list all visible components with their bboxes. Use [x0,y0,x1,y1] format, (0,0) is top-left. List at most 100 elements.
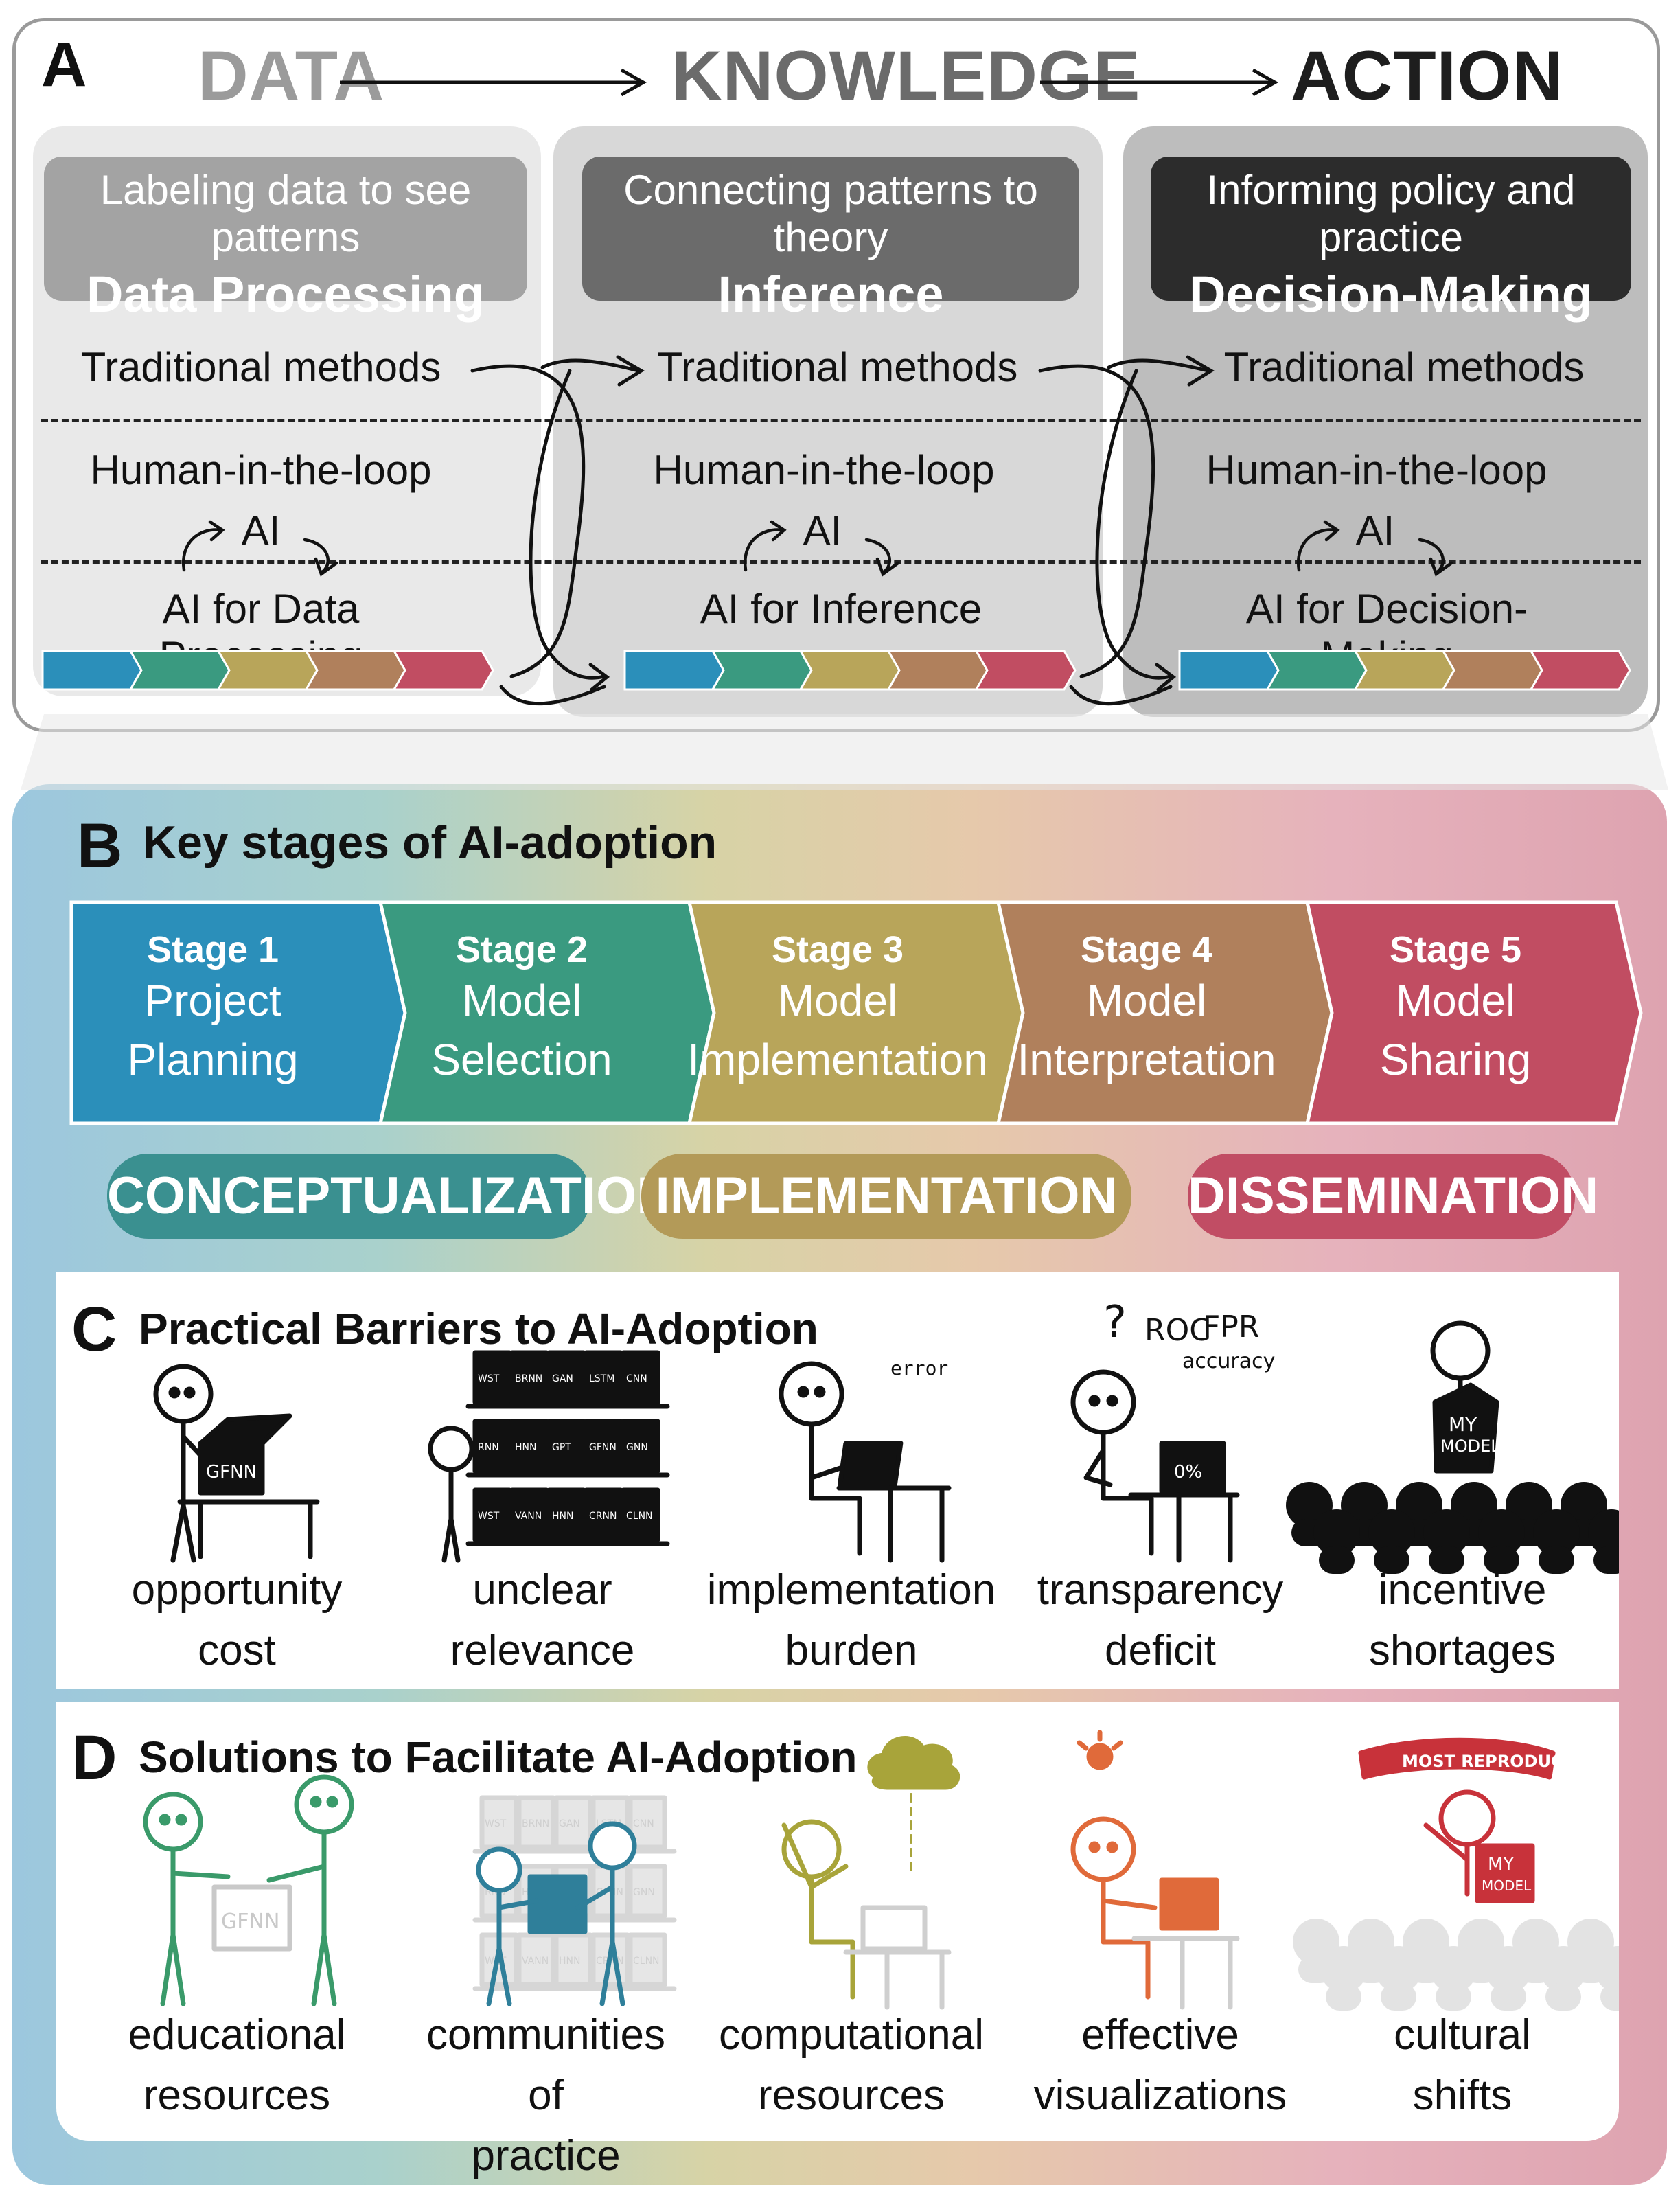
crowd-body [1539,1546,1574,1574]
crowd-body [1545,1983,1581,2011]
model-box [584,1350,623,1405]
cultural-shifts-sketch: MOST REPRODUCIBLE MY MODEL [1293,1737,1619,2011]
model-box-label: CRNN [589,1511,617,1522]
cloud-icon [867,1736,960,1790]
roc-text: ROC [1144,1313,1210,1348]
lightbulb-icon [1086,1743,1114,1770]
crowd-head [1320,1946,1367,1993]
mini-stage-chevron [216,650,319,691]
model-box [628,1795,667,1850]
header-inference: Connecting patterns to theory Inference [582,157,1079,323]
reproducible-banner [1358,1737,1556,1780]
crowd-head [1540,1946,1587,1993]
opportunity-cost-sketch: GFNN [153,1364,320,1563]
barrier-unclear-relevance: unclear relevance [450,1566,635,1674]
mini-stage-chevron [886,650,989,691]
phase-conceptualization: CONCEPTUALIZATION [107,1154,674,1239]
crowd-head [1595,1946,1619,1993]
header-data-processing: Labeling data to see patterns Data Proce… [44,157,527,323]
model-box-label: WST [478,1511,500,1522]
model-box-label: VANN [515,1511,542,1522]
educational-resources-sketch: GFNN [143,1774,354,2006]
panel-c-title: Practical Barriers to AI-Adoption [139,1304,818,1353]
model-box-label: HNN [559,1956,580,1967]
mini-stage-bars [41,650,1631,691]
mini-stage-chevron [128,650,231,691]
question-mark: ? [1103,1297,1127,1348]
model-box [553,1932,593,1987]
my-text: MY [1449,1413,1477,1436]
crowd-body [1326,1983,1361,2011]
stage-4-label: Stage 4 Model Interpretation [1017,929,1276,1084]
model-box-label: GAN [559,1818,580,1829]
crowd-head [1423,1509,1470,1556]
crowd-head [1588,1509,1619,1556]
mini-stage-chevron [1529,650,1631,691]
flow-data-label: DATA [198,36,385,115]
solution-computational-resources: computational resources [718,2011,985,2119]
model-box [621,1487,660,1542]
panel-b-letter: B [77,811,123,881]
model-box-label: GAN [552,1373,573,1384]
model-box [628,1864,667,1919]
header-subtitle: Labeling data to see patterns [100,167,472,260]
human-in-the-loop-label: Human-in-the-loop [90,447,432,493]
model-box [553,1795,593,1850]
banner-text: MOST REPRODUCIBLE [1402,1752,1604,1771]
mini-stage-chevron [304,650,406,691]
barrier-implementation-burden: implementation burden [706,1566,996,1674]
percent-text: 0% [1174,1462,1202,1483]
header-title: Data Processing [87,266,485,323]
transition-arrows [470,355,1215,706]
human-in-the-loop-label: Human-in-the-loop [653,447,995,493]
model-box [546,1350,586,1405]
crowd-body [1600,1983,1619,2011]
traditional-methods-label: Traditional methods [657,344,1018,390]
cycle-arrows [181,520,1453,577]
model-box [628,1932,667,1987]
panel-c-letter: C [71,1294,117,1364]
unclear-relevance-sketch: WST BRNN GAN LSTM CNN RNN HNN GPT GFNN GNN WST VANN… [428,1350,670,1563]
model-box-label: GFNN [589,1442,617,1453]
crowd-body [1491,1983,1526,2011]
model-text: MODEL [1440,1437,1500,1456]
panel-d-letter: D [71,1723,117,1793]
barrier-incentive-shortages: incentive shortages [1368,1566,1556,1674]
accuracy-text: accuracy [1182,1349,1275,1373]
model-box-label: RNN [478,1442,499,1453]
flow-arrows [340,68,1279,97]
crowd-head [1485,1946,1532,1993]
model-box-label: GPT [552,1442,571,1453]
phase-dissemination: DISSEMINATION [1188,1154,1598,1239]
model-box-label: GNN [633,1887,655,1898]
model-box-label: BRNN [522,1818,549,1829]
header-title: Inference [717,266,944,323]
human-in-the-loop-label: Human-in-the-loop [1206,447,1547,493]
transparency-deficit-sketch: ? ROC FPR accuracy 0% [1070,1297,1275,1563]
crowd-body [1319,1546,1355,1574]
crowd-silhouettes [1286,1482,1619,1574]
model-box [584,1487,623,1542]
box-label: GFNN [221,1910,279,1934]
computational-resources-sketch [781,1736,960,2010]
phase-implementation: IMPLEMENTATION [641,1154,1131,1239]
header-title: Decision-Making [1189,266,1593,323]
model-box [472,1487,512,1542]
mini-stage-chevron [1353,650,1455,691]
solution-communities-of-practice: communities of practice [426,2011,665,2180]
my-text: MY [1488,1854,1514,1875]
incentive-shortages-sketch: MY MODEL [1286,1320,1619,1574]
traditional-methods-label: Traditional methods [1223,344,1585,390]
model-box [509,1487,549,1542]
stage-chevrons [69,900,1643,1125]
model-box [516,1795,556,1850]
separator-2 [41,560,1641,564]
model-box [472,1350,512,1405]
stage-5-chevron [1304,900,1643,1125]
panel-b-title: Key stages of AI-adoption [143,816,717,869]
box-label: GFNN [206,1462,257,1483]
panel-d-title: Solutions to Facilitate AI-Adoption [139,1732,858,1782]
crowd-silhouettes [1293,1919,1619,2011]
effective-visualizations-sketch [1070,1730,1240,2010]
crowd-head [1430,1946,1477,1993]
